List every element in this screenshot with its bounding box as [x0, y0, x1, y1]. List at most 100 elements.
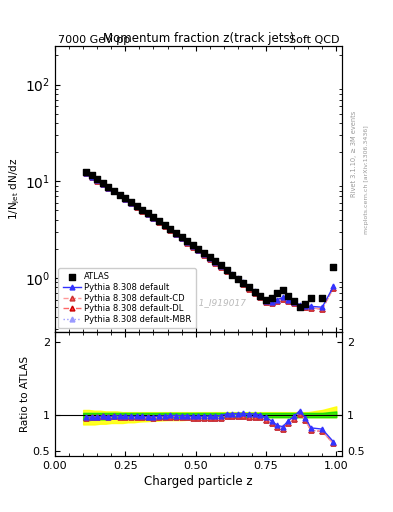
Pythia 8.308 default-MBR — [140, 208, 145, 214]
Pythia 8.308 default-DL — [213, 260, 218, 266]
Pythia 8.308 default-MBR — [241, 281, 246, 287]
Text: mcplots.cern.ch [arXiv:1306.3436]: mcplots.cern.ch [arXiv:1306.3436] — [364, 125, 369, 233]
ATLAS — [235, 275, 241, 283]
Pythia 8.308 default — [219, 263, 223, 269]
Pythia 8.308 default-DL — [309, 305, 313, 311]
Pythia 8.308 default — [112, 188, 116, 194]
Line: Pythia 8.308 default-DL: Pythia 8.308 default-DL — [84, 171, 336, 311]
Text: 7000 GeV pp: 7000 GeV pp — [58, 35, 130, 45]
ATLAS — [162, 221, 168, 229]
ATLAS — [111, 186, 117, 195]
Pythia 8.308 default — [145, 211, 150, 217]
Pythia 8.308 default — [252, 288, 257, 294]
ATLAS — [173, 229, 179, 238]
ATLAS — [297, 303, 303, 311]
Pythia 8.308 default-DL — [151, 215, 156, 221]
ATLAS — [184, 237, 190, 245]
Pythia 8.308 default-CD — [320, 306, 325, 312]
Pythia 8.308 default-CD — [286, 298, 291, 304]
Pythia 8.308 default-MBR — [208, 255, 212, 262]
Pythia 8.308 default — [196, 246, 201, 252]
Pythia 8.308 default-CD — [331, 285, 336, 291]
ATLAS — [83, 168, 89, 176]
ATLAS — [252, 288, 258, 296]
Pythia 8.308 default-DL — [140, 208, 145, 214]
Pythia 8.308 default-DL — [247, 286, 252, 292]
Pythia 8.308 default — [320, 304, 325, 310]
Pythia 8.308 default-CD — [309, 305, 313, 311]
Pythia 8.308 default-CD — [298, 303, 302, 309]
Pythia 8.308 default-DL — [292, 300, 296, 306]
Pythia 8.308 default-DL — [219, 264, 223, 270]
Pythia 8.308 default-DL — [168, 227, 173, 233]
Pythia 8.308 default-MBR — [309, 305, 313, 311]
Pythia 8.308 default-CD — [230, 272, 235, 279]
Pythia 8.308 default — [185, 239, 189, 245]
Pythia 8.308 default — [179, 234, 184, 241]
Pythia 8.308 default-CD — [179, 236, 184, 242]
Pythia 8.308 default — [258, 293, 263, 299]
Pythia 8.308 default-DL — [264, 300, 268, 306]
Pythia 8.308 default — [269, 298, 274, 305]
Pythia 8.308 default-MBR — [269, 300, 274, 306]
Line: Pythia 8.308 default-CD: Pythia 8.308 default-CD — [84, 171, 336, 311]
Pythia 8.308 default-MBR — [235, 276, 240, 283]
Pythia 8.308 default-DL — [286, 298, 291, 304]
Pythia 8.308 default-DL — [224, 268, 229, 274]
Pythia 8.308 default-MBR — [303, 304, 308, 310]
Pythia 8.308 default — [101, 181, 105, 187]
Pythia 8.308 default-DL — [258, 294, 263, 301]
ATLAS — [128, 198, 134, 206]
Pythia 8.308 default — [202, 250, 206, 257]
Pythia 8.308 default-DL — [101, 181, 105, 187]
ATLAS — [229, 271, 235, 279]
ATLAS — [241, 280, 247, 288]
Pythia 8.308 default-DL — [179, 236, 184, 242]
Pythia 8.308 default-MBR — [264, 300, 268, 306]
Pythia 8.308 default-MBR — [118, 193, 122, 199]
Pythia 8.308 default-CD — [157, 219, 162, 225]
Pythia 8.308 default-MBR — [275, 298, 279, 304]
ATLAS — [190, 241, 196, 249]
Pythia 8.308 default-MBR — [213, 260, 218, 266]
Pythia 8.308 default-MBR — [286, 298, 291, 304]
X-axis label: Charged particle z: Charged particle z — [144, 475, 253, 488]
Pythia 8.308 default-CD — [168, 227, 173, 233]
Pythia 8.308 default-MBR — [145, 211, 150, 218]
Pythia 8.308 default-MBR — [112, 188, 116, 195]
Pythia 8.308 default — [247, 284, 252, 290]
ATLAS — [100, 179, 106, 187]
Pythia 8.308 default-CD — [208, 255, 212, 262]
Pythia 8.308 default-DL — [112, 188, 116, 195]
Pythia 8.308 default-MBR — [129, 200, 133, 206]
Pythia 8.308 default-MBR — [247, 286, 252, 292]
ATLAS — [268, 294, 275, 302]
Pythia 8.308 default — [275, 296, 279, 303]
Pythia 8.308 default — [134, 203, 139, 209]
Pythia 8.308 default — [213, 259, 218, 265]
ATLAS — [274, 289, 280, 297]
Pythia 8.308 default-MBR — [106, 185, 111, 191]
Pythia 8.308 default-MBR — [258, 294, 263, 301]
Pythia 8.308 default-DL — [281, 296, 285, 302]
Pythia 8.308 default-CD — [134, 204, 139, 210]
Pythia 8.308 default-CD — [235, 276, 240, 283]
Pythia 8.308 default-MBR — [179, 236, 184, 242]
Y-axis label: 1/N$_{\rm jet}$ dN/dz: 1/N$_{\rm jet}$ dN/dz — [8, 158, 22, 220]
Pythia 8.308 default — [241, 280, 246, 286]
ATLAS — [145, 209, 151, 217]
Pythia 8.308 default-MBR — [95, 178, 99, 184]
Pythia 8.308 default — [292, 298, 296, 305]
ATLAS — [167, 225, 173, 233]
Pythia 8.308 default-MBR — [219, 264, 223, 270]
Pythia 8.308 default-DL — [118, 193, 122, 199]
ATLAS — [246, 283, 252, 291]
Pythia 8.308 default-MBR — [224, 268, 229, 274]
Pythia 8.308 default-MBR — [298, 303, 302, 309]
Pythia 8.308 default-CD — [174, 231, 178, 238]
Pythia 8.308 default-DL — [162, 223, 167, 229]
Pythia 8.308 default-DL — [252, 290, 257, 296]
ATLAS — [302, 300, 309, 308]
ATLAS — [257, 292, 263, 300]
Text: Soft QCD: Soft QCD — [288, 35, 339, 45]
